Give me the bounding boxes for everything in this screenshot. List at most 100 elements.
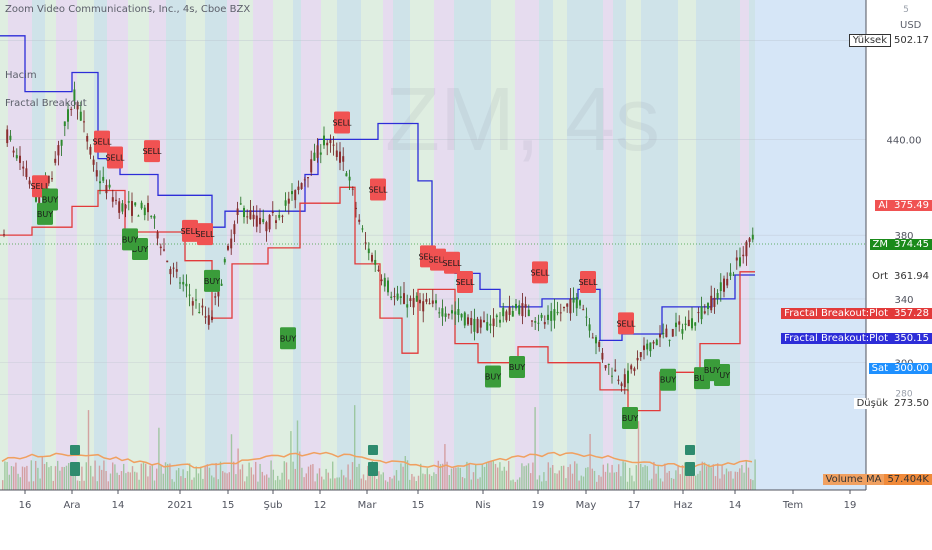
price-tag-sat: Sat 300.00 — [868, 361, 932, 377]
candle — [393, 296, 396, 298]
volume-bar — [505, 470, 508, 490]
volume-bar — [439, 464, 442, 490]
sell-signal[interactable]: SELL — [578, 270, 598, 293]
bg-band — [8, 0, 32, 490]
candle — [476, 318, 479, 333]
sell-signal[interactable]: SELL — [530, 261, 550, 284]
buy-signal[interactable]: BUY — [622, 407, 638, 430]
candle — [406, 304, 409, 308]
buy-signal[interactable]: BUY — [280, 327, 296, 350]
bg-band — [107, 0, 128, 490]
earnings-icon — [685, 445, 695, 455]
volume-bar — [325, 468, 327, 490]
volume-bar — [70, 473, 72, 490]
volume-bar — [481, 464, 483, 490]
sell-signal[interactable]: SELL — [195, 223, 215, 246]
price-tag-value: 57.404K — [884, 473, 932, 485]
volume-bar — [376, 478, 378, 490]
volume-ma-line — [1, 451, 753, 469]
candle — [572, 297, 575, 303]
volume-bar — [169, 463, 171, 490]
volume-bar — [316, 473, 318, 490]
sell-signal-box — [444, 251, 460, 274]
candle — [419, 299, 421, 304]
price-tag-al: Al 375.49 — [875, 197, 932, 213]
volume-bar — [296, 420, 299, 490]
candle — [415, 295, 418, 302]
volume-bar — [8, 474, 10, 490]
candle — [19, 155, 21, 163]
sell-signal[interactable]: SELL — [332, 111, 352, 134]
buy-signal[interactable]: BUY — [485, 365, 501, 388]
candle — [227, 245, 229, 250]
time-tick-label: Nis — [475, 500, 490, 511]
candle — [25, 168, 28, 178]
bg-band — [56, 0, 77, 490]
volume-bar — [477, 478, 479, 490]
sell-signal[interactable]: SELL — [142, 140, 162, 163]
sell-signal[interactable]: SELL — [442, 251, 462, 274]
buy-signal[interactable]: BUY — [204, 269, 220, 292]
volume-bar — [164, 462, 167, 490]
volume-bar — [492, 460, 494, 490]
volume-bar — [81, 466, 83, 490]
volume-bar — [358, 463, 360, 490]
volume-bar — [83, 480, 85, 490]
indicator-fractal[interactable]: Fractal Breakout — [5, 98, 87, 109]
candle — [492, 318, 495, 327]
volume-bar — [114, 464, 116, 490]
candle — [252, 214, 255, 220]
bg-band — [94, 0, 107, 490]
signal-label: BUY — [280, 334, 296, 343]
price-tag-label: Al — [875, 199, 891, 211]
candle — [665, 328, 668, 338]
sell-signal[interactable]: SELL — [428, 248, 448, 271]
buy-signal[interactable]: BUY — [122, 228, 138, 251]
volume-bar — [147, 476, 149, 490]
candle — [57, 145, 60, 156]
sell-signal[interactable]: SELL — [105, 146, 125, 169]
time-tick-label: Tem — [782, 500, 803, 511]
sell-signal-box — [618, 312, 634, 335]
time-tick-label: Mar — [358, 500, 378, 511]
volume-bar — [549, 467, 552, 490]
candle — [425, 299, 428, 302]
candle — [403, 293, 405, 304]
sell-signal[interactable]: SELL — [455, 270, 475, 293]
candle — [620, 383, 623, 387]
candle — [22, 166, 25, 169]
volume-bar — [435, 474, 437, 490]
sell-signal[interactable]: SELL — [368, 178, 388, 201]
signal-label: BUY — [37, 210, 53, 219]
volume-bar — [675, 470, 677, 490]
volume-bar — [585, 467, 587, 490]
currency-text: USD — [900, 20, 922, 31]
candle — [223, 259, 226, 263]
time-tick-label: 17 — [628, 500, 641, 511]
buy-signal[interactable]: BUY — [704, 359, 720, 382]
indicator-volume[interactable]: Hacim — [5, 70, 37, 81]
volume-bar — [677, 465, 679, 490]
candle — [102, 176, 105, 181]
volume-bar — [382, 472, 384, 490]
candle — [521, 303, 524, 317]
candle — [83, 121, 85, 123]
candle — [614, 369, 617, 372]
volume-bar — [250, 467, 252, 490]
volume-bar — [193, 477, 195, 490]
volume-bar — [653, 461, 655, 490]
bg-band — [361, 0, 383, 490]
candle — [598, 341, 601, 348]
candle — [316, 145, 319, 158]
sell-signal[interactable]: SELL — [616, 312, 636, 335]
bg-band — [301, 0, 321, 490]
buy-signal[interactable]: BUY — [660, 368, 676, 391]
buy-signal[interactable]: BUY — [37, 202, 53, 225]
candle — [127, 201, 130, 203]
volume-bar — [519, 477, 521, 490]
buy-signal[interactable]: BUY — [509, 355, 525, 378]
sell-signal[interactable]: SELL — [180, 219, 200, 242]
sell-signal[interactable]: SELL — [92, 130, 112, 153]
candle — [99, 181, 101, 184]
